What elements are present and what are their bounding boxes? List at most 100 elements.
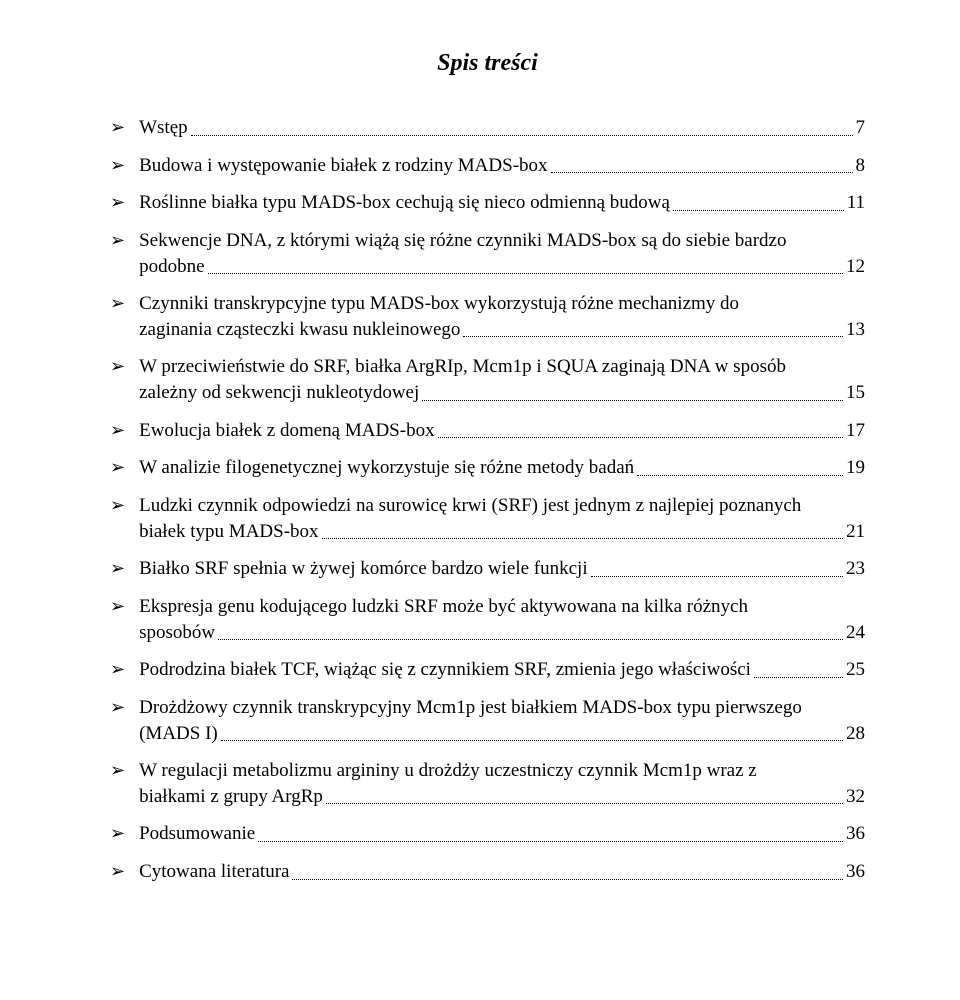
toc-page-number: 12 xyxy=(846,254,865,280)
dot-leader xyxy=(322,538,843,539)
toc-entry-last-line: Podsumowanie 36 xyxy=(139,821,865,847)
toc-entry: ➢ Ekspresja genu kodującego ludzki SRF mo… xyxy=(110,594,865,645)
toc-entry-last-line: zaginania cząsteczki kwasu nukleinowego 1… xyxy=(139,317,865,343)
toc-entry-text-wrap: Drożdżowy czynnik transkrypcyjny Mcm1p j… xyxy=(139,695,865,746)
toc-entry: ➢ Wstęp 7 xyxy=(110,115,865,141)
toc-entry-text-wrap: Budowa i występowanie białek z rodziny M… xyxy=(139,153,865,179)
toc-entry-text: Białko SRF spełnia w żywej komórce bardz… xyxy=(139,556,588,582)
bullet-icon: ➢ xyxy=(110,455,125,479)
toc-page-number: 8 xyxy=(856,153,866,179)
toc-entry-text: Wstęp xyxy=(139,115,188,141)
toc-entry: ➢ W przeciwieństwie do SRF, białka ArgRIp… xyxy=(110,354,865,405)
toc-entry-text-wrap: Ludzki czynnik odpowiedzi na surowicę kr… xyxy=(139,493,865,544)
toc-entry-last-line: zależny od sekwencji nukleotydowej15 xyxy=(139,380,865,406)
toc-entry-text-wrap: Czynniki transkrypcyjne typu MADS-box wy… xyxy=(139,291,865,342)
toc-entry: ➢ Podrodzina białek TCF, wiążąc się z czy… xyxy=(110,657,865,683)
toc-entry-text-wrap: Ewolucja białek z domeną MADS-box17 xyxy=(139,418,865,444)
toc-entry-text: Podsumowanie xyxy=(139,821,255,847)
dot-leader xyxy=(637,475,843,476)
toc-entry-text-wrap: Ekspresja genu kodującego ludzki SRF moż… xyxy=(139,594,865,645)
toc-entry: ➢Cytowana literatura36 xyxy=(110,859,865,885)
toc-entry-text: Cytowana literatura xyxy=(139,859,289,885)
toc-entry-text: białkami z grupy ArgRp xyxy=(139,784,323,810)
toc-entry-line: Czynniki transkrypcyjne typu MADS-box wy… xyxy=(139,291,865,317)
toc-entry-last-line: Roślinne białka typu MADS-box cechują si… xyxy=(139,190,865,216)
toc-entry-line: Sekwencje DNA, z którymi wiążą się różne… xyxy=(139,228,865,254)
toc-entry-text-wrap: Podrodzina białek TCF, wiążąc się z czyn… xyxy=(139,657,865,683)
toc-entry-last-line: sposobów24 xyxy=(139,620,865,646)
toc-page-number: 36 xyxy=(846,821,865,847)
toc-entry-text: podobne xyxy=(139,254,204,280)
dot-leader xyxy=(551,172,853,173)
toc-entry-line: W przeciwieństwie do SRF, białka ArgRIp,… xyxy=(139,354,865,380)
toc-page-number: 36 xyxy=(846,859,865,885)
toc-entry-text: Roślinne białka typu MADS-box cechują si… xyxy=(139,190,670,216)
toc-entry-text-wrap: W regulacji metabolizmu argininy u drożd… xyxy=(139,758,865,809)
toc-entry: ➢Białko SRF spełnia w żywej komórce bard… xyxy=(110,556,865,582)
toc-entry-last-line: W analizie filogenetycznej wykorzystuje … xyxy=(139,455,865,481)
dot-leader xyxy=(438,437,843,438)
bullet-icon: ➢ xyxy=(110,657,125,681)
toc-entry: ➢ Podsumowanie 36 xyxy=(110,821,865,847)
toc-page-number: 11 xyxy=(847,190,865,216)
bullet-icon: ➢ xyxy=(110,115,125,139)
toc-page-number: 32 xyxy=(846,784,865,810)
bullet-icon: ➢ xyxy=(110,228,125,252)
toc-entry-last-line: Ewolucja białek z domeną MADS-box17 xyxy=(139,418,865,444)
toc-entry: ➢Roślinne białka typu MADS-box cechują s… xyxy=(110,190,865,216)
toc-entry-text-wrap: Sekwencje DNA, z którymi wiążą się różne… xyxy=(139,228,865,279)
toc-entry-text: Budowa i występowanie białek z rodziny M… xyxy=(139,153,547,179)
toc-entry: ➢ Ludzki czynnik odpowiedzi na surowicę k… xyxy=(110,493,865,544)
table-of-contents: ➢ Wstęp 7 ➢ Budowa i występowanie białek z r… xyxy=(110,115,865,885)
toc-entry-last-line: (MADS I) 28 xyxy=(139,721,865,747)
toc-entry-last-line: Cytowana literatura 36 xyxy=(139,859,865,885)
toc-entry-text: zależny od sekwencji nukleotydowej xyxy=(139,380,419,406)
dot-leader xyxy=(208,273,843,274)
bullet-icon: ➢ xyxy=(110,758,125,782)
dot-leader xyxy=(191,135,853,136)
toc-page-number: 24 xyxy=(846,620,865,646)
toc-entry-text: Ewolucja białek z domeną MADS-box xyxy=(139,418,434,444)
toc-page-number: 7 xyxy=(856,115,866,141)
toc-entry-last-line: Podrodzina białek TCF, wiążąc się z czyn… xyxy=(139,657,865,683)
toc-page-number: 28 xyxy=(846,721,865,747)
toc-page-number: 23 xyxy=(846,556,865,582)
toc-entry-line: W regulacji metabolizmu argininy u drożd… xyxy=(139,758,865,784)
bullet-icon: ➢ xyxy=(110,821,125,845)
dot-leader xyxy=(221,740,843,741)
toc-entry-text-wrap: Podsumowanie 36 xyxy=(139,821,865,847)
toc-entry-text: W analizie filogenetycznej wykorzystuje … xyxy=(139,455,634,481)
bullet-icon: ➢ xyxy=(110,153,125,177)
bullet-icon: ➢ xyxy=(110,354,125,378)
toc-entry-last-line: białek typu MADS-box21 xyxy=(139,519,865,545)
toc-entry-last-line: Białko SRF spełnia w żywej komórce bardz… xyxy=(139,556,865,582)
toc-entry-text-wrap: Cytowana literatura 36 xyxy=(139,859,865,885)
dot-leader xyxy=(218,639,843,640)
bullet-icon: ➢ xyxy=(110,493,125,517)
toc-entry-line: Drożdżowy czynnik transkrypcyjny Mcm1p j… xyxy=(139,695,865,721)
toc-entry-text: (MADS I) xyxy=(139,721,218,747)
toc-entry-last-line: Budowa i występowanie białek z rodziny M… xyxy=(139,153,865,179)
toc-entry: ➢ W analizie filogenetycznej wykorzystuje… xyxy=(110,455,865,481)
toc-entry-last-line: białkami z grupy ArgRp 32 xyxy=(139,784,865,810)
bullet-icon: ➢ xyxy=(110,695,125,719)
toc-entry-last-line: podobne 12 xyxy=(139,254,865,280)
toc-entry: ➢ Budowa i występowanie białek z rodziny … xyxy=(110,153,865,179)
toc-page-number: 13 xyxy=(846,317,865,343)
dot-leader xyxy=(463,336,843,337)
toc-entry-text-wrap: Roślinne białka typu MADS-box cechują si… xyxy=(139,190,865,216)
bullet-icon: ➢ xyxy=(110,594,125,618)
toc-entry-text: Podrodzina białek TCF, wiążąc się z czyn… xyxy=(139,657,751,683)
toc-entry-text-wrap: W analizie filogenetycznej wykorzystuje … xyxy=(139,455,865,481)
dot-leader xyxy=(754,677,843,678)
toc-entry-text-wrap: W przeciwieństwie do SRF, białka ArgRIp,… xyxy=(139,354,865,405)
toc-entry: ➢ W regulacji metabolizmu argininy u droż… xyxy=(110,758,865,809)
page-title: Spis treści xyxy=(110,50,865,77)
toc-entry-text-wrap: Białko SRF spełnia w żywej komórce bardz… xyxy=(139,556,865,582)
dot-leader xyxy=(673,210,844,211)
dot-leader xyxy=(326,803,843,804)
toc-entry: ➢Ewolucja białek z domeną MADS-box17 xyxy=(110,418,865,444)
toc-entry-line: Ekspresja genu kodującego ludzki SRF moż… xyxy=(139,594,865,620)
toc-entry-text: zaginania cząsteczki kwasu nukleinowego xyxy=(139,317,460,343)
dot-leader xyxy=(258,841,843,842)
